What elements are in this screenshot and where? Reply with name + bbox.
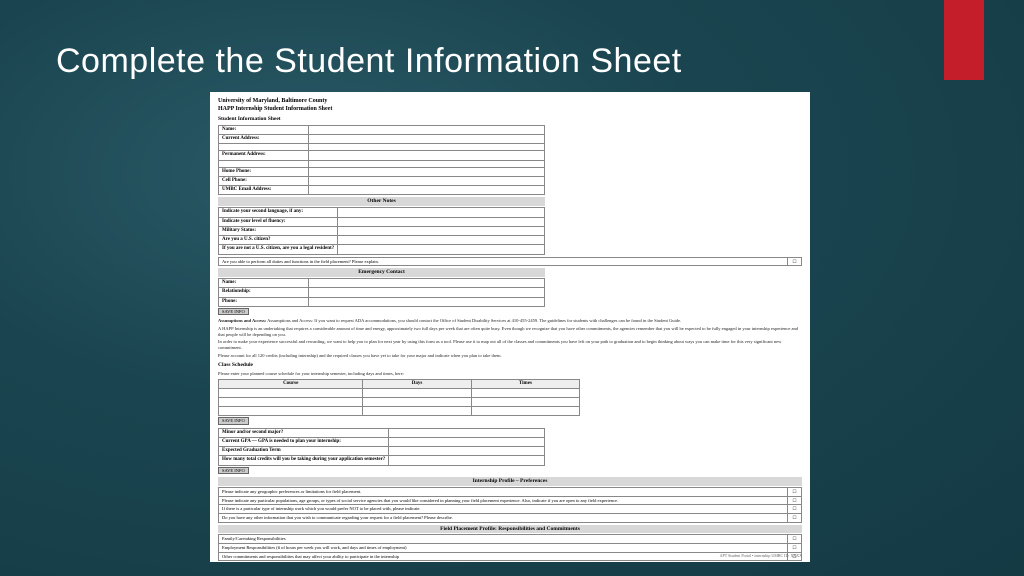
prefs-table: Please indicate any geographic preferenc… (218, 487, 802, 523)
field-input[interactable] (389, 428, 545, 437)
form-row-label: Other commitments and responsibilities t… (219, 552, 788, 561)
save-button-1[interactable]: SAVE INFO (218, 308, 249, 316)
check-cell[interactable]: ☐ (788, 496, 802, 505)
field-label: Name: (219, 279, 309, 288)
doc-subtitle: Student Information Sheet (218, 116, 802, 123)
corner-meta: APT Student Portal • internship UMBC ID:… (720, 553, 802, 558)
field-label: UMBC Email Address: (219, 186, 309, 195)
form-row-label: Family/Caretaking Responsibilities (219, 535, 788, 544)
field-input[interactable] (389, 437, 545, 446)
field-label: Indicate your second language, if any: (219, 208, 338, 217)
field-label: Current GPA — GPA is needed to plan your… (219, 437, 389, 446)
field-input[interactable] (338, 226, 545, 235)
field-input[interactable] (309, 125, 545, 134)
save-button-2[interactable]: SAVE INFO (218, 417, 249, 425)
save-button-3[interactable]: SAVE INFO (218, 467, 249, 475)
col-days: Days (363, 379, 471, 388)
form-row-label: Please indicate any particular populatio… (219, 496, 788, 505)
schedule-table: Course Days Times (218, 379, 580, 416)
field-input[interactable] (309, 160, 545, 167)
col-times: Times (471, 379, 579, 388)
field-label (219, 160, 309, 167)
resp-banner: Field Placement Profile: Responsibilitie… (218, 525, 802, 534)
field-input[interactable] (338, 208, 545, 217)
basic-info-table: Name:Current Address: Permanent Address: H… (218, 125, 545, 196)
field-label: Name: (219, 125, 309, 134)
field-label: How many total credits will you be takin… (219, 456, 389, 465)
para-happ: A HAPP Internship is an undertaking that… (218, 326, 802, 337)
field-label: Current Address: (219, 135, 309, 144)
field-input[interactable] (309, 288, 545, 297)
field-label: Relationship: (219, 288, 309, 297)
field-input[interactable] (389, 447, 545, 456)
field-input[interactable] (338, 245, 545, 254)
field-label: Are you a U.S. citizen? (219, 236, 338, 245)
field-label: Indicate your level of fluency: (219, 217, 338, 226)
field-input[interactable] (309, 144, 545, 151)
field-input[interactable] (389, 456, 545, 465)
field-label: If you are not a U.S. citizen, are you a… (219, 245, 338, 254)
para1-text: Assumptions and Access: If you want to r… (267, 318, 681, 323)
check-cell[interactable]: ☐ (788, 488, 802, 497)
col-course: Course (219, 379, 363, 388)
field-input[interactable] (309, 297, 545, 306)
sched-cell[interactable] (219, 388, 363, 397)
field-label: Permanent Address: (219, 151, 309, 160)
form-row-label: If there is a particular type of interns… (219, 505, 788, 514)
other-notes-table: Indicate your second language, if any:In… (218, 207, 545, 254)
field-input[interactable] (309, 167, 545, 176)
form-row-label: Please indicate any geographic preferenc… (219, 488, 788, 497)
para-credits: Please account for all 120 credits (incl… (218, 353, 802, 359)
check-cell[interactable]: ☐ (788, 505, 802, 514)
form-row-label: Do you have any other information that y… (219, 513, 788, 522)
field-input[interactable] (338, 217, 545, 226)
emergency-table: Name:Relationship:Phone: (218, 278, 545, 307)
form-row-label: Employment Responsibilities (# of hours … (219, 544, 788, 553)
other-notes-banner: Other Notes (218, 197, 545, 206)
doc-header-2: HAPP Internship Student Information Shee… (218, 106, 802, 114)
field-label: Minor and/or second major? (219, 428, 389, 437)
check-cell[interactable]: ☐ (788, 513, 802, 522)
accent-bar (944, 0, 984, 80)
form-sheet: University of Maryland, Baltimore County… (210, 92, 810, 562)
field-label: Phone: (219, 297, 309, 306)
doc-header-1: University of Maryland, Baltimore County (218, 98, 802, 106)
field-input[interactable] (309, 135, 545, 144)
field-label (219, 144, 309, 151)
duties-check[interactable]: ☐ (788, 257, 802, 266)
field-label: Home Phone: (219, 167, 309, 176)
para-assumptions: Assumptions and Access: Assumptions and … (218, 318, 802, 324)
prefs-banner: Internship Profile – Preferences (218, 477, 802, 486)
academic-table: Minor and/or second major?Current GPA — … (218, 428, 545, 466)
resp-table: Family/Caretaking Responsibilities☐Emplo… (218, 534, 802, 561)
slide-title: Complete the Student Information Sheet (56, 42, 682, 81)
duties-row: Are you able to perform all duties and f… (218, 257, 802, 267)
field-label: Expected Graduation Term (219, 447, 389, 456)
field-input[interactable] (309, 186, 545, 195)
check-cell[interactable]: ☐ (788, 535, 802, 544)
para-plan: In order to make your experience success… (218, 339, 802, 350)
field-label: Military Status: (219, 226, 338, 235)
sched-instr: Please enter your planned course schedul… (218, 371, 802, 377)
emergency-banner: Emergency Contact (218, 268, 545, 277)
sched-title: Class Schedule (218, 362, 802, 369)
field-input[interactable] (309, 279, 545, 288)
field-input[interactable] (338, 236, 545, 245)
check-cell[interactable]: ☐ (788, 544, 802, 553)
duties-label: Are you able to perform all duties and f… (219, 257, 788, 266)
field-label: Cell Phone: (219, 176, 309, 185)
field-input[interactable] (309, 151, 545, 160)
field-input[interactable] (309, 176, 545, 185)
